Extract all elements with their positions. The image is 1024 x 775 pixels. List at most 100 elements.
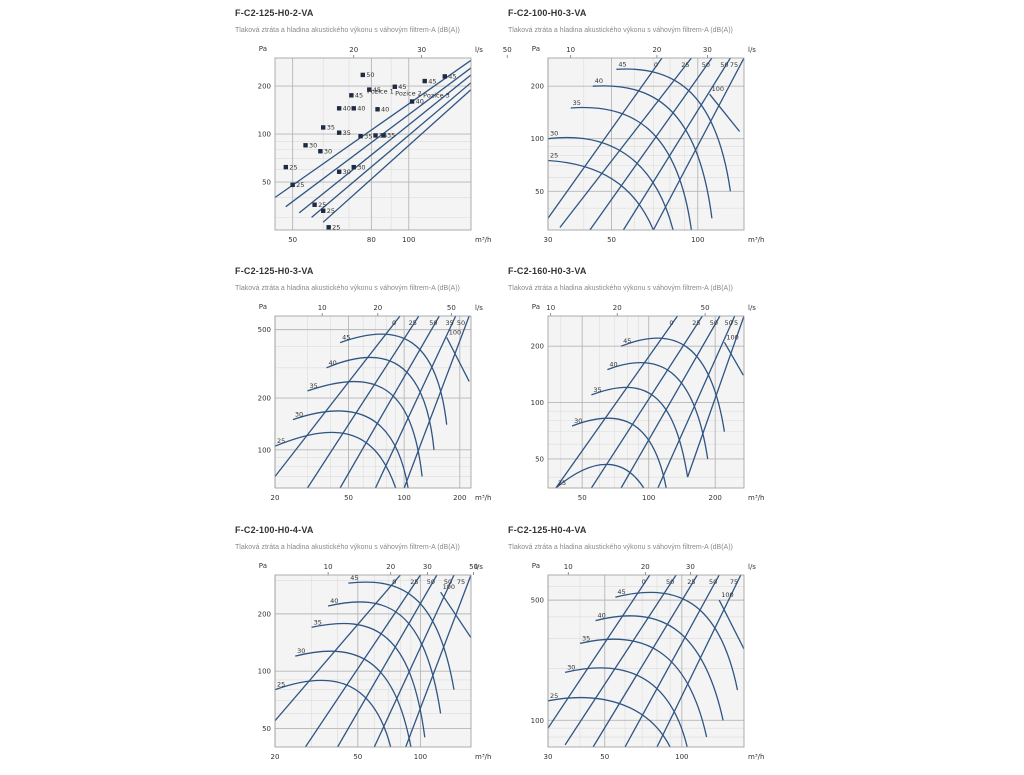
operating-line-label: 50 xyxy=(444,578,452,586)
operating-line-label: 25 xyxy=(409,319,417,327)
operating-line-label: 75 xyxy=(730,61,738,69)
operating-line-label: 50 xyxy=(457,319,465,327)
marker-label: 30 xyxy=(357,163,365,171)
data-marker xyxy=(373,133,378,138)
fan-curve-label: 30 xyxy=(297,647,305,655)
fan-curve-label: 35 xyxy=(582,634,590,642)
fan-curve xyxy=(595,615,724,721)
plot-frame xyxy=(274,57,472,231)
fan-curve-label: 40 xyxy=(330,597,338,605)
fan-curve-label: 45 xyxy=(342,334,350,342)
marker-label: 25 xyxy=(332,223,340,231)
operating-line xyxy=(374,316,457,488)
fan-curve-label: 25 xyxy=(277,437,285,445)
y-tick-label: 500 xyxy=(258,326,271,334)
operating-line-label: 50 xyxy=(429,319,437,327)
fan-curve-label: 35 xyxy=(310,382,318,390)
chart-panel-5: F-C2-100-H0-4-VA Tlaková ztráta a hladin… xyxy=(235,525,505,775)
operating-line xyxy=(555,316,679,488)
marker-label: 45 xyxy=(428,77,436,85)
data-marker xyxy=(358,133,363,139)
fan-curve-label: 35 xyxy=(593,386,601,394)
fan-curve-label: 25 xyxy=(277,681,285,689)
plot-series xyxy=(548,575,744,747)
x-tick-label: 100 xyxy=(691,236,704,244)
bottom-axis-unit: m³/h xyxy=(748,494,764,502)
plot-series xyxy=(275,575,471,747)
top-axis-unit: l/s xyxy=(748,304,756,312)
top-tick-label: 20 xyxy=(386,563,395,571)
fan-curve-label: 100 xyxy=(712,85,724,93)
chart-panel-3: F-C2-125-H0-3-VA Tlaková ztráta a hladin… xyxy=(235,266,505,516)
x-tick-label: 30 xyxy=(544,236,553,244)
operating-line xyxy=(589,58,713,230)
fan-curve xyxy=(723,341,744,376)
operating-line xyxy=(298,74,471,214)
y-axis-unit: Pa xyxy=(532,562,540,570)
data-marker xyxy=(320,208,326,213)
top-tick-label: 30 xyxy=(423,563,432,571)
chart-title: F-C2-160-H0-3-VA xyxy=(508,266,587,276)
fan-curve xyxy=(592,85,713,219)
y-tick-label: 50 xyxy=(262,725,271,733)
fan-curve xyxy=(570,106,693,230)
fan-curve-label: 45 xyxy=(618,60,626,68)
fan-curve-label: 40 xyxy=(609,361,617,369)
operating-line-label: 75 xyxy=(730,578,738,586)
operating-line-label: 50 xyxy=(709,578,717,586)
chart-title: F-C2-100-H0-4-VA xyxy=(235,525,314,535)
chart-title: F-C2-125-H0-4-VA xyxy=(508,525,587,535)
fan-curve xyxy=(591,386,689,478)
chart-subtitle: Tlaková ztráta a hladina akustického výk… xyxy=(508,544,733,551)
plot-series: 25 30 35 40 45 50 25 30 35 40 45 25 30 35 40 45 25 30 35 25… xyxy=(275,59,471,231)
fan-curve xyxy=(440,591,471,639)
marker-label: 30 xyxy=(324,147,332,155)
legend-entry: Pozice 3 xyxy=(423,91,450,99)
x-tick-label: 30 xyxy=(544,753,553,761)
marker-label: 45 xyxy=(398,83,406,91)
fan-curve-label: 100 xyxy=(721,591,733,599)
top-tick-label: 50 xyxy=(447,304,456,312)
fan-curve-label: 100 xyxy=(443,583,455,591)
operating-line xyxy=(403,316,470,488)
plot-series xyxy=(275,316,470,488)
operating-line-label: 50 xyxy=(725,319,733,327)
y-tick-label: 100 xyxy=(258,446,271,454)
marker-label: 40 xyxy=(343,105,351,113)
data-marker xyxy=(318,149,323,154)
marker-label: 30 xyxy=(309,141,317,149)
fan-curve xyxy=(620,337,726,432)
x-tick-label: 20 xyxy=(271,494,280,502)
marker-label: 50 xyxy=(366,71,374,79)
operating-line-label: 0 xyxy=(392,578,396,586)
y-axis-unit: Pa xyxy=(259,562,267,570)
operating-line xyxy=(275,59,471,199)
marker-label: 25 xyxy=(318,201,326,209)
chart-panel-2: F-C2-100-H0-3-VA Tlaková ztráta a hladin… xyxy=(508,8,778,258)
legend-entry: Pozice 1 xyxy=(367,87,394,95)
fan-curve-label: 30 xyxy=(567,663,575,671)
chart-title: F-C2-125-H0-2-VA xyxy=(235,8,314,18)
operating-line xyxy=(339,316,440,488)
operating-line xyxy=(275,575,401,722)
operating-line xyxy=(592,575,698,747)
top-axis-unit: l/s xyxy=(475,563,483,571)
y-axis-unit: Pa xyxy=(532,45,540,53)
y-tick-label: 100 xyxy=(531,399,544,407)
marker-label: 40 xyxy=(381,105,389,113)
fan-curve xyxy=(718,599,744,650)
plot-frame xyxy=(547,57,745,231)
marker-label: 30 xyxy=(343,168,351,176)
y-tick-label: 100 xyxy=(258,131,271,139)
y-tick-label: 50 xyxy=(535,188,544,196)
marker-label: 35 xyxy=(364,132,372,140)
top-tick-label: 30 xyxy=(417,46,426,54)
y-tick-label: 500 xyxy=(531,597,544,605)
top-tick-label: 20 xyxy=(349,46,358,54)
fan-curve-label: 30 xyxy=(550,130,558,138)
chart-title: F-C2-125-H0-3-VA xyxy=(235,266,314,276)
x-tick-label: 100 xyxy=(402,236,415,244)
operating-line xyxy=(548,575,651,729)
